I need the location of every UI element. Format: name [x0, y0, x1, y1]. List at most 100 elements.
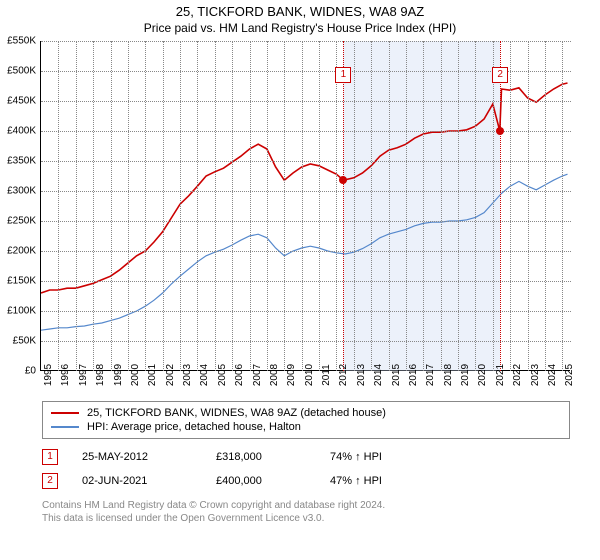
y-axis-label: £400K	[0, 126, 36, 137]
gridline-v	[232, 41, 233, 371]
x-axis-label: 2005	[217, 364, 228, 386]
transaction-price: £318,000	[216, 451, 306, 463]
x-axis-label: 2003	[182, 364, 193, 386]
gridline-v	[267, 41, 268, 371]
y-axis-label: £500K	[0, 66, 36, 77]
x-axis-label: 1999	[113, 364, 124, 386]
gridline-v	[423, 41, 424, 371]
gridline-v	[458, 41, 459, 371]
gridline-v	[145, 41, 146, 371]
gridline-h	[41, 161, 571, 162]
footer-attribution: Contains HM Land Registry data © Crown c…	[42, 499, 600, 525]
gridline-v	[302, 41, 303, 371]
x-axis-label: 2006	[234, 364, 245, 386]
legend-swatch-property	[51, 412, 79, 414]
transaction-date: 25-MAY-2012	[82, 451, 192, 463]
footer-line-2: This data is licensed under the Open Gov…	[42, 512, 600, 525]
x-axis-label: 2014	[373, 364, 384, 386]
x-axis-label: 2023	[530, 364, 541, 386]
gridline-h	[41, 341, 571, 342]
gridline-v	[58, 41, 59, 371]
legend-swatch-hpi	[51, 426, 79, 428]
x-axis-label: 1998	[95, 364, 106, 386]
x-axis-label: 2018	[443, 364, 454, 386]
gridline-v	[197, 41, 198, 371]
gridline-v	[562, 41, 563, 371]
gridline-v	[163, 41, 164, 371]
series-line-property	[41, 83, 568, 293]
gridline-v	[441, 41, 442, 371]
gridline-v	[180, 41, 181, 371]
x-axis-label: 1996	[60, 364, 71, 386]
y-axis-label: £200K	[0, 246, 36, 257]
gridline-h	[41, 131, 571, 132]
y-axis-label: £350K	[0, 156, 36, 167]
series-line-hpi	[41, 174, 568, 330]
gridline-v	[215, 41, 216, 371]
gridline-h	[41, 191, 571, 192]
chart-subtitle: Price paid vs. HM Land Registry's House …	[0, 19, 600, 41]
x-axis-label: 2013	[356, 364, 367, 386]
transaction-dot	[339, 176, 347, 184]
gridline-v	[510, 41, 511, 371]
gridline-v	[93, 41, 94, 371]
legend-item-property: 25, TICKFORD BANK, WIDNES, WA8 9AZ (deta…	[51, 406, 561, 420]
x-axis-label: 2024	[547, 364, 558, 386]
x-axis-label: 2010	[304, 364, 315, 386]
x-axis-label: 2015	[391, 364, 402, 386]
gridline-h	[41, 281, 571, 282]
gridline-v	[545, 41, 546, 371]
line-svg	[41, 41, 571, 371]
x-axis-label: 2009	[286, 364, 297, 386]
y-axis-label: £550K	[0, 36, 36, 47]
transactions-table: 1 25-MAY-2012 £318,000 74% ↑ HPI 2 02-JU…	[42, 445, 570, 493]
transaction-marker-box: 1	[335, 67, 351, 83]
transaction-row: 2 02-JUN-2021 £400,000 47% ↑ HPI	[42, 469, 570, 493]
transaction-date: 02-JUN-2021	[82, 475, 192, 487]
transaction-hpi: 74% ↑ HPI	[330, 451, 382, 463]
y-axis-label: £450K	[0, 96, 36, 107]
transaction-marker-1: 1	[42, 449, 58, 465]
gridline-v	[111, 41, 112, 371]
transaction-vline	[500, 41, 501, 371]
gridline-v	[493, 41, 494, 371]
transaction-dot	[496, 127, 504, 135]
transaction-vline	[343, 41, 344, 371]
y-axis-label: £300K	[0, 186, 36, 197]
transaction-row: 1 25-MAY-2012 £318,000 74% ↑ HPI	[42, 445, 570, 469]
gridline-h	[41, 311, 571, 312]
gridline-h	[41, 251, 571, 252]
chart-title: 25, TICKFORD BANK, WIDNES, WA8 9AZ	[0, 0, 600, 19]
gridline-v	[475, 41, 476, 371]
x-axis-label: 2002	[165, 364, 176, 386]
x-axis-label: 2020	[477, 364, 488, 386]
x-axis-label: 2021	[495, 364, 506, 386]
x-axis-label: 2007	[252, 364, 263, 386]
x-axis-label: 2025	[564, 364, 575, 386]
gridline-v	[389, 41, 390, 371]
x-axis-label: 1997	[78, 364, 89, 386]
y-axis-label: £0	[0, 366, 36, 377]
x-axis-label: 2004	[199, 364, 210, 386]
transaction-hpi: 47% ↑ HPI	[330, 475, 382, 487]
gridline-v	[336, 41, 337, 371]
gridline-v	[128, 41, 129, 371]
gridline-h	[41, 221, 571, 222]
x-axis-label: 2000	[130, 364, 141, 386]
gridline-v	[371, 41, 372, 371]
legend-label-property: 25, TICKFORD BANK, WIDNES, WA8 9AZ (deta…	[87, 407, 386, 419]
gridline-v	[284, 41, 285, 371]
x-axis-label: 2017	[425, 364, 436, 386]
gridline-h	[41, 101, 571, 102]
transaction-marker-2: 2	[42, 473, 58, 489]
gridline-v	[76, 41, 77, 371]
y-axis-label: £250K	[0, 216, 36, 227]
y-axis-label: £150K	[0, 276, 36, 287]
gridline-v	[319, 41, 320, 371]
y-axis-label: £100K	[0, 306, 36, 317]
gridline-v	[528, 41, 529, 371]
plot-region: 12	[40, 41, 570, 371]
x-axis-label: 2011	[321, 364, 332, 386]
gridline-h	[41, 41, 571, 42]
x-axis-label: 2016	[408, 364, 419, 386]
